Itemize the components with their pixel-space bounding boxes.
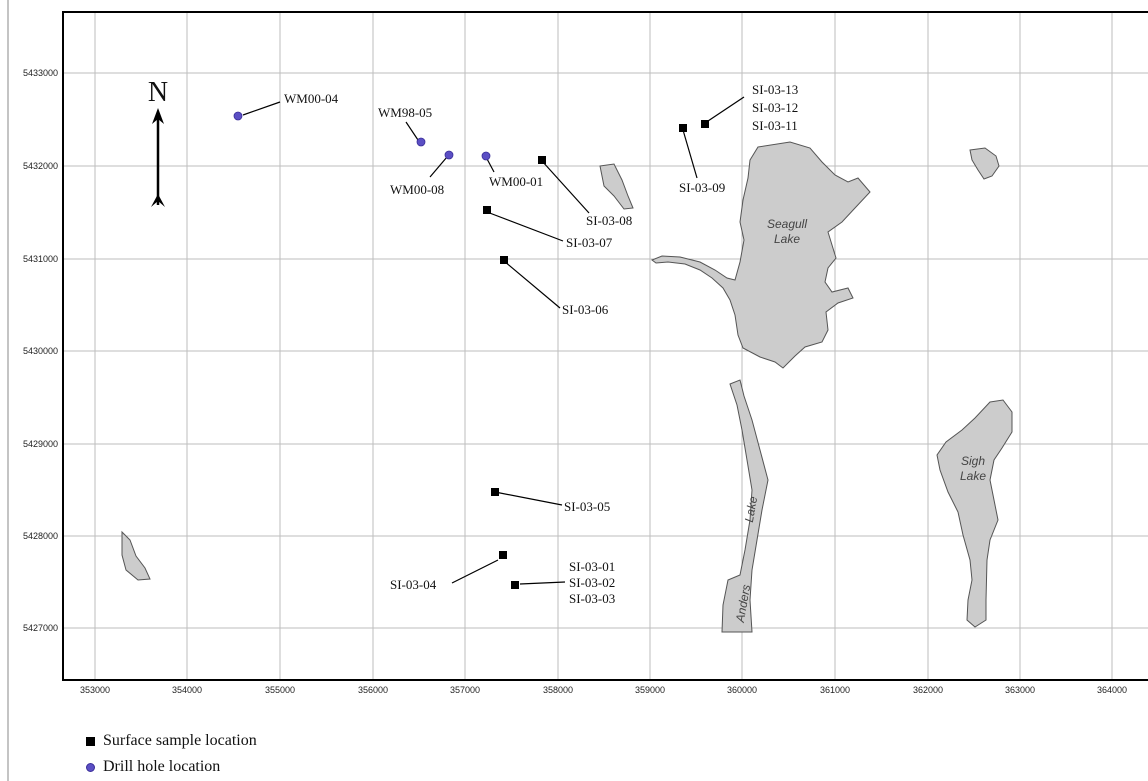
drill-hole-label: WM00-08 (390, 182, 444, 197)
sample-label: SI-03-04 (390, 577, 437, 592)
legend-label-surface-sample: Surface sample location (103, 732, 257, 749)
leader-lines (242, 96, 745, 585)
anders-lake-shape (721, 379, 769, 633)
map-grid (63, 12, 1148, 680)
small-lake-north (599, 163, 634, 210)
lake-label-anders: Anders (733, 583, 754, 624)
y-tick: 5433000 (23, 68, 58, 78)
map-legend: Surface sample location Drill hole locat… (86, 728, 257, 780)
x-tick: 354000 (172, 685, 202, 695)
sample-label: SI-03-06 (562, 302, 609, 317)
y-tick: 5430000 (23, 346, 58, 356)
circle-marker-icon (86, 762, 95, 772)
surface-sample-marker (499, 551, 507, 559)
surface-sample-marker (491, 488, 499, 496)
surface-sample-marker (511, 581, 519, 589)
x-tick: 364000 (1097, 685, 1127, 695)
lake-label-sigh: Sigh (961, 454, 985, 468)
drill-hole-labels: WM00-04 WM98-05 WM00-08 WM00-01 (284, 91, 543, 197)
drill-hole-marker (444, 150, 454, 160)
x-tick: 356000 (358, 685, 388, 695)
lake-label-sigh: Lake (960, 469, 986, 483)
surface-sample-marker (500, 256, 508, 264)
x-tick: 362000 (913, 685, 943, 695)
sample-label: SI-03-01 (569, 559, 615, 574)
y-tick: 5428000 (23, 531, 58, 541)
north-arrow-label: N (148, 77, 168, 108)
sample-label: SI-03-09 (679, 180, 725, 195)
sigh-lake-shape (936, 399, 1013, 628)
drill-hole-label: WM98-05 (378, 105, 432, 120)
north-arrow-head (152, 108, 164, 124)
sample-label: SI-03-07 (566, 235, 613, 250)
surface-sample-labels: SI-03-13 SI-03-12 SI-03-11 SI-03-09 SI-0… (390, 82, 798, 606)
y-tick: 5432000 (23, 161, 58, 171)
legend-item-drill-hole: Drill hole location (86, 754, 257, 780)
drill-holes (233, 111, 491, 161)
sample-label: SI-03-13 (752, 82, 798, 97)
seagull-lake-shape (650, 141, 871, 369)
map-frame (62, 11, 1148, 681)
surface-sample-marker (679, 124, 687, 132)
small-lake-northeast (969, 147, 1000, 180)
square-marker-icon (86, 736, 95, 746)
y-axis-ticks: 5433000 5432000 5431000 5430000 5429000 … (23, 68, 58, 633)
x-tick: 361000 (820, 685, 850, 695)
sample-label: SI-03-11 (752, 118, 798, 133)
sample-label: SI-03-08 (586, 213, 632, 228)
lake-label-seagull: Seagull (767, 217, 807, 231)
drill-hole-marker (233, 111, 243, 121)
x-tick: 357000 (450, 685, 480, 695)
surface-samples (483, 120, 709, 589)
x-tick: 358000 (543, 685, 573, 695)
surface-sample-marker (538, 156, 546, 164)
x-tick: 353000 (80, 685, 110, 695)
y-tick: 5429000 (23, 439, 58, 449)
north-arrow: N (148, 77, 168, 207)
y-tick: 5427000 (23, 623, 58, 633)
x-tick: 355000 (265, 685, 295, 695)
x-tick: 363000 (1005, 685, 1035, 695)
x-tick: 360000 (727, 685, 757, 695)
small-lake-southwest (121, 530, 151, 581)
lake-label-anders: Lake (742, 495, 760, 523)
sample-label: SI-03-02 (569, 575, 615, 590)
lake-labels: Seagull Lake Sigh Lake Lake Anders (733, 217, 987, 624)
surface-sample-marker (483, 206, 491, 214)
lake-label-seagull: Lake (774, 232, 800, 246)
x-tick: 359000 (635, 685, 665, 695)
y-tick: 5431000 (23, 254, 58, 264)
drill-hole-marker (416, 137, 426, 147)
x-axis-ticks: 353000 354000 355000 356000 357000 35800… (80, 685, 1127, 695)
drill-hole-label: WM00-01 (489, 174, 543, 189)
drill-hole-marker (481, 151, 491, 161)
legend-item-surface-sample: Surface sample location (86, 728, 257, 754)
sample-label: SI-03-05 (564, 499, 610, 514)
legend-label-drill-hole: Drill hole location (103, 758, 221, 775)
drill-hole-label: WM00-04 (284, 91, 339, 106)
north-arrow-tail (151, 194, 165, 207)
sample-label: SI-03-12 (752, 100, 798, 115)
surface-sample-marker (701, 120, 709, 128)
sample-label: SI-03-03 (569, 591, 615, 606)
lakes (121, 141, 1013, 633)
